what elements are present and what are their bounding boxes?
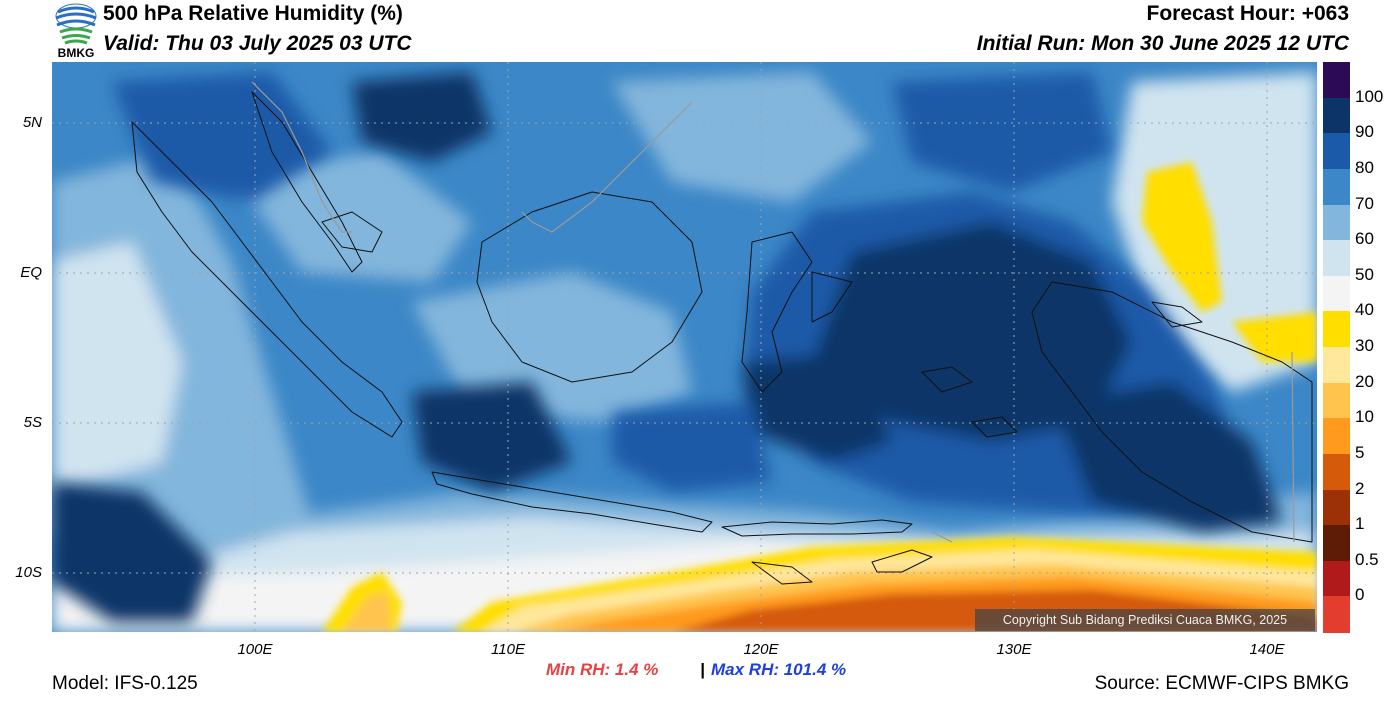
- colorbar-label: 2: [1355, 478, 1365, 498]
- colorbar-label: 0.5: [1355, 549, 1379, 569]
- lon-label-100e: 100E: [237, 641, 273, 658]
- stats-separator: |: [700, 660, 705, 679]
- lat-label-5s: 5S: [23, 414, 42, 431]
- colorbar-label: 100: [1355, 86, 1384, 106]
- colorbar-segment: [1323, 62, 1350, 99]
- colorbar-segment: [1323, 347, 1350, 384]
- colorbar-segment: [1323, 204, 1350, 241]
- lon-label-120e: 120E: [743, 641, 779, 658]
- colorbar-label: 1: [1355, 514, 1365, 534]
- min-rh: Min RH: 1.4 %: [546, 660, 659, 679]
- colorbar-label: 5: [1355, 442, 1365, 462]
- lon-label-110e: 110E: [491, 641, 525, 658]
- colorbar-segment: [1323, 418, 1350, 455]
- colorbar-label: 60: [1355, 229, 1374, 249]
- data-source: Source: ECMWF-CIPS BMKG: [1094, 673, 1349, 694]
- map-title: 500 hPa Relative Humidity (%): [103, 2, 403, 25]
- colorbar-label: 40: [1355, 300, 1374, 320]
- colorbar-label: 20: [1355, 371, 1374, 391]
- colorbar-segment: [1323, 275, 1350, 312]
- lat-label-eq: EQ: [20, 264, 42, 281]
- humidity-map-canvas: [52, 62, 1317, 632]
- valid-time: Valid: Thu 03 July 2025 03 UTC: [103, 32, 412, 55]
- colorbar-segment: [1323, 240, 1350, 277]
- colorbar: [1323, 62, 1350, 633]
- colorbar-segment: [1323, 560, 1350, 597]
- logo-text: BMKG: [57, 46, 95, 60]
- colorbar-segment: [1323, 596, 1350, 633]
- colorbar-segment: [1323, 489, 1350, 526]
- colorbar-label: 30: [1355, 336, 1374, 355]
- colorbar-segment: [1323, 525, 1350, 562]
- initial-run: Initial Run: Mon 30 June 2025 12 UTC: [976, 32, 1349, 55]
- lon-label-130e: 130E: [996, 641, 1032, 658]
- colorbar-segment: [1323, 168, 1350, 205]
- colorbar-segment: [1323, 133, 1350, 170]
- colorbar-label: 10: [1355, 407, 1374, 427]
- humidity-map: [52, 62, 1317, 632]
- colorbar-label: 50: [1355, 264, 1374, 284]
- colorbar-segment: [1323, 382, 1350, 419]
- lat-label-5n: 5N: [22, 114, 42, 131]
- copyright-notice: Copyright Sub Bidang Prediksi Cuaca BMKG…: [975, 609, 1315, 631]
- lon-label-140e: 140E: [1249, 641, 1285, 658]
- colorbar-label: 80: [1355, 157, 1374, 177]
- colorbar-label: 90: [1355, 122, 1374, 142]
- colorbar-segment: [1323, 311, 1350, 348]
- max-rh: Max RH: 101.4 %: [711, 660, 847, 679]
- bmkg-logo: BMKG: [52, 2, 100, 60]
- forecast-hour: Forecast Hour: +063: [1146, 2, 1350, 25]
- lat-label-10s: 10S: [15, 564, 42, 581]
- colorbar-segment: [1323, 97, 1350, 134]
- model-name: Model: IFS-0.125: [52, 673, 198, 694]
- colorbar-label: 0: [1355, 585, 1365, 605]
- colorbar-segment: [1323, 453, 1350, 490]
- colorbar-label: 70: [1355, 193, 1374, 213]
